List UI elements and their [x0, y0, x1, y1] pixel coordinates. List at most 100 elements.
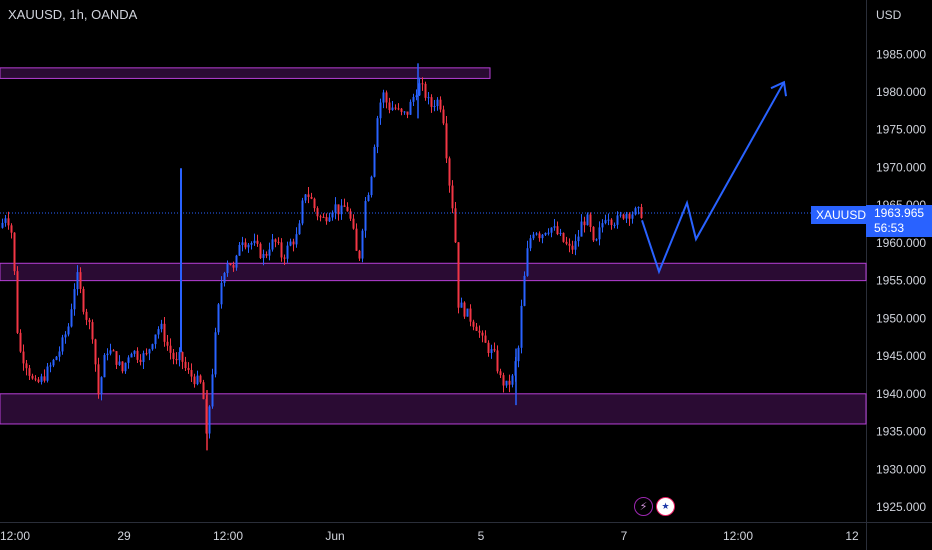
candle-body [364, 201, 367, 231]
candle-body [43, 376, 46, 381]
candle-body [91, 322, 94, 340]
candle-body [289, 241, 292, 246]
lightning-icon[interactable]: ⚡ [634, 497, 653, 516]
symbol-title[interactable]: XAUUSD, 1h, OANDA [8, 7, 138, 22]
candle-body [49, 365, 52, 367]
symbol-badge: XAUUSD [811, 206, 872, 224]
candle-body [409, 101, 412, 115]
candle-body [532, 234, 535, 239]
candle-body [415, 95, 418, 98]
time-tick-label: 12 [845, 529, 859, 543]
candle-body [100, 377, 103, 395]
candle-body [577, 236, 580, 242]
candle-body [544, 232, 547, 235]
candle-body [412, 97, 415, 102]
candle-body [598, 227, 601, 240]
candle-body [493, 349, 496, 351]
candle-body [58, 351, 61, 357]
candle-body [268, 249, 271, 256]
candle-body [22, 351, 25, 364]
candle-body [475, 326, 478, 331]
candle-body [373, 146, 376, 177]
candle-body [139, 359, 142, 363]
candle-body [115, 351, 118, 365]
candle-body [157, 329, 160, 335]
candle-body [301, 200, 304, 224]
candle-body [490, 349, 493, 353]
candle-body [394, 107, 397, 109]
time-tick-label: 12:00 [213, 529, 243, 543]
candle-body [316, 208, 319, 217]
candle-body [460, 302, 463, 308]
candle-body [523, 275, 526, 306]
candle-body [568, 243, 571, 246]
candle-body [376, 118, 379, 147]
candle-body [403, 111, 406, 113]
time-tick-label: 29 [117, 529, 131, 543]
candle-body [571, 245, 574, 250]
candle-body [436, 99, 439, 107]
candle-body [427, 97, 430, 99]
candle-body [10, 225, 13, 233]
candle-body [40, 376, 43, 382]
candle-body [352, 218, 355, 229]
candle-body [265, 254, 268, 256]
candle-body [529, 238, 532, 249]
time-axis[interactable]: 12:00 29 12:00 Jun 5 7 12:00 12 [0, 529, 859, 543]
candle-body [604, 220, 607, 224]
candle-body [133, 350, 136, 354]
price-tick-label: 1950.000 [876, 311, 926, 325]
us-flag-icon[interactable]: ★ [656, 497, 675, 516]
price-tick-label: 1960.000 [876, 236, 926, 250]
candle-body [418, 83, 421, 96]
candle-body [421, 83, 424, 85]
candle-body [313, 198, 316, 209]
candle-body [154, 334, 157, 345]
candle-body [337, 204, 340, 215]
candle-body [19, 332, 22, 352]
candle-body [619, 214, 622, 216]
candle-body [271, 239, 274, 250]
candle-body [538, 233, 541, 239]
candle-body [286, 245, 289, 259]
currency-label[interactable]: USD [876, 8, 902, 22]
candle-body [145, 353, 148, 355]
candle-body [307, 194, 310, 197]
candle-body [325, 217, 328, 222]
candle-body [280, 242, 283, 258]
candle-body [190, 370, 193, 377]
candle-body [589, 214, 592, 227]
candle-body [556, 226, 559, 235]
candle-body [298, 223, 301, 235]
candle-body [61, 337, 64, 352]
bar-countdown: 56:53 [874, 221, 905, 235]
projection-arrow-head [770, 80, 787, 97]
candle-body [232, 265, 235, 268]
price-axis[interactable]: 1925.000 1930.000 1935.000 1940.000 1945.000… [876, 47, 926, 514]
candle-body [433, 106, 436, 108]
candle-body [304, 194, 307, 201]
candle-body [499, 371, 502, 376]
candle-body [550, 227, 553, 233]
candle-body [358, 250, 361, 259]
candle-body [502, 375, 505, 386]
candle-body [574, 241, 577, 250]
candle-body [103, 355, 106, 378]
candle-body [496, 350, 499, 372]
candle-body [259, 243, 262, 258]
candle-body [238, 244, 241, 256]
candle-body [457, 242, 460, 308]
candle-body [391, 107, 394, 111]
candle-body [52, 359, 55, 366]
candle-body [256, 240, 259, 244]
candle-body [37, 379, 40, 382]
candle-body [580, 221, 583, 237]
last-price-value: 1963.965 [874, 206, 925, 220]
candle-body [526, 248, 529, 276]
candle-layer [1, 63, 643, 451]
projection-layer [641, 80, 787, 275]
candle-body [292, 241, 295, 245]
candle-body [178, 352, 181, 361]
candle-body [106, 353, 109, 356]
